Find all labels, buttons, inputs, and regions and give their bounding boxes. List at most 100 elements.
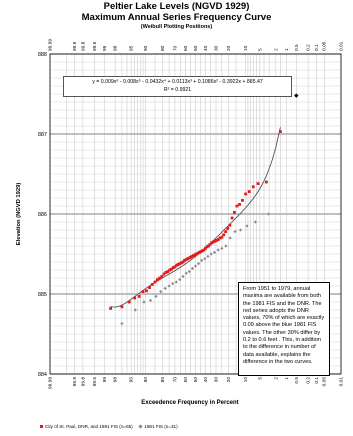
- x-tick-label: 40: [203, 377, 209, 383]
- data-point-1981-fis: [154, 294, 158, 298]
- x-tick-label-top: 0.01: [339, 41, 345, 51]
- data-point-1981-fis: [171, 282, 175, 286]
- data-point-combined: [187, 256, 191, 260]
- x-tick-label-top: 70: [172, 45, 178, 51]
- x-tick-label-top: 99.8: [80, 41, 86, 51]
- data-point-combined: [109, 307, 112, 310]
- data-point-combined: [220, 235, 224, 239]
- data-point-combined: [155, 278, 159, 281]
- data-point-combined: [196, 251, 200, 255]
- trend-curve: [110, 127, 281, 308]
- x-tick-label-top: 98: [113, 45, 119, 51]
- data-point-combined: [244, 192, 248, 196]
- y-tick-label: 887: [38, 132, 47, 138]
- legend-red-marker: [40, 425, 43, 429]
- data-point-combined: [233, 211, 236, 214]
- data-point-1981-fis: [209, 252, 213, 256]
- x-tick-label: 10: [243, 377, 249, 383]
- data-point-1981-fis: [120, 322, 124, 326]
- data-point-1981-fis: [220, 246, 224, 250]
- data-point-combined: [183, 259, 186, 262]
- x-tick-label-top: 40: [203, 45, 209, 51]
- data-point-1981-fis: [245, 224, 249, 228]
- data-point-combined: [160, 275, 164, 278]
- data-point-1981-fis: [216, 248, 220, 252]
- data-point-combined: [264, 180, 268, 184]
- data-point-combined: [171, 266, 175, 269]
- data-point-combined: [241, 199, 244, 202]
- data-point-1981-fis: [190, 266, 195, 270]
- data-point-1981-fis: [224, 244, 228, 248]
- data-point-combined: [120, 305, 124, 309]
- x-tick-label: 0.5: [294, 377, 300, 384]
- y-tick-label: 885: [38, 292, 47, 298]
- data-point-combined: [204, 247, 207, 250]
- data-point-1981-fis: [228, 236, 232, 240]
- legend: City of St. Paul, DNR, and 1981 FIS (n=6…: [40, 424, 178, 429]
- data-point-combined: [153, 280, 157, 284]
- data-point-combined: [222, 233, 226, 237]
- tick-labels: 88888788688588499.9999.9999.999.999.899.…: [38, 39, 345, 389]
- data-point-combined: [184, 258, 188, 261]
- x-tick-label: 0.01: [339, 377, 345, 387]
- data-point-1981-fis: [184, 271, 188, 275]
- data-point-1981-fis: [178, 278, 182, 282]
- data-point-combined: [210, 241, 214, 245]
- data-point-combined: [133, 296, 137, 300]
- x-tick-label-top: 20: [226, 45, 232, 51]
- data-point-1981-fis: [174, 280, 178, 284]
- data-point-combined: [228, 223, 232, 227]
- data-point-1981-fis: [206, 254, 210, 258]
- x-tick-label-top: 99.99: [48, 39, 54, 51]
- data-point-1981-fis: [163, 286, 167, 290]
- legend-red-label: City of St. Paul, DNR, and 1981 FIS (n=6…: [45, 424, 133, 429]
- data-point-combined: [186, 257, 190, 261]
- x-tick-label-top: 60: [183, 45, 189, 51]
- data-point-combined: [208, 243, 212, 246]
- data-point-1981-fis: [148, 298, 153, 302]
- data-point-combined: [166, 270, 170, 273]
- x-tick-label-top: 0.1: [314, 44, 320, 51]
- x-tick-label-top: 30: [214, 45, 220, 51]
- data-point-combined: [176, 263, 180, 266]
- data-point-combined: [211, 240, 215, 244]
- x-tick-label-top: 50: [193, 45, 199, 51]
- data-point-1981-fis: [142, 300, 146, 304]
- x-tick-label-top: 80: [160, 45, 166, 51]
- data-point-combined: [150, 283, 154, 286]
- data-point-combined: [201, 249, 204, 253]
- x-tick-label: 70: [172, 377, 178, 383]
- x-tick-label-top: 0.05: [322, 41, 328, 51]
- data-point-1981-fis: [203, 257, 207, 261]
- data-point-combined: [127, 300, 131, 304]
- data-point-combined: [164, 271, 168, 274]
- data-point-outlier: [294, 93, 299, 98]
- data-point-combined: [218, 236, 222, 240]
- x-tick-label-top: 95: [129, 45, 135, 51]
- x-tick-label: 20: [226, 377, 232, 383]
- data-point-combined: [226, 227, 230, 230]
- x-tick-label-top: 1: [284, 48, 290, 51]
- data-point-combined: [279, 130, 282, 133]
- x-tick-label: 95: [129, 377, 135, 383]
- data-point-combined: [141, 290, 145, 293]
- data-point-combined: [216, 238, 220, 241]
- data-point-combined: [215, 239, 218, 242]
- data-point-combined: [213, 239, 217, 243]
- x-tick-label: 0.05: [322, 377, 328, 387]
- legend-gray-label: 1981 FIS (n=31): [144, 424, 178, 429]
- annotation-box: From 1951 to 1979, annual maxima are ava…: [238, 282, 330, 376]
- data-point-1981-fis: [200, 258, 204, 262]
- data-point-combined: [192, 254, 195, 257]
- chart-title: Peltier Lake Levels (NGVD 1929): [103, 1, 250, 12]
- x-tick-label-top: 99.9: [72, 41, 78, 51]
- data-point-combined: [178, 262, 182, 265]
- data-point-1981-fis: [238, 228, 243, 232]
- data-point-combined: [199, 250, 203, 253]
- equation-text: y = 0.009x⁶ - 0.008x⁵ - 0.0432x⁴ + 0.011…: [92, 79, 263, 85]
- data-point-1981-fis: [133, 308, 137, 312]
- x-tick-label: 98: [113, 377, 119, 383]
- x-tick-label: 1: [284, 377, 290, 380]
- data-marks: [109, 93, 299, 326]
- x-tick-label-top: 0.2: [306, 44, 312, 51]
